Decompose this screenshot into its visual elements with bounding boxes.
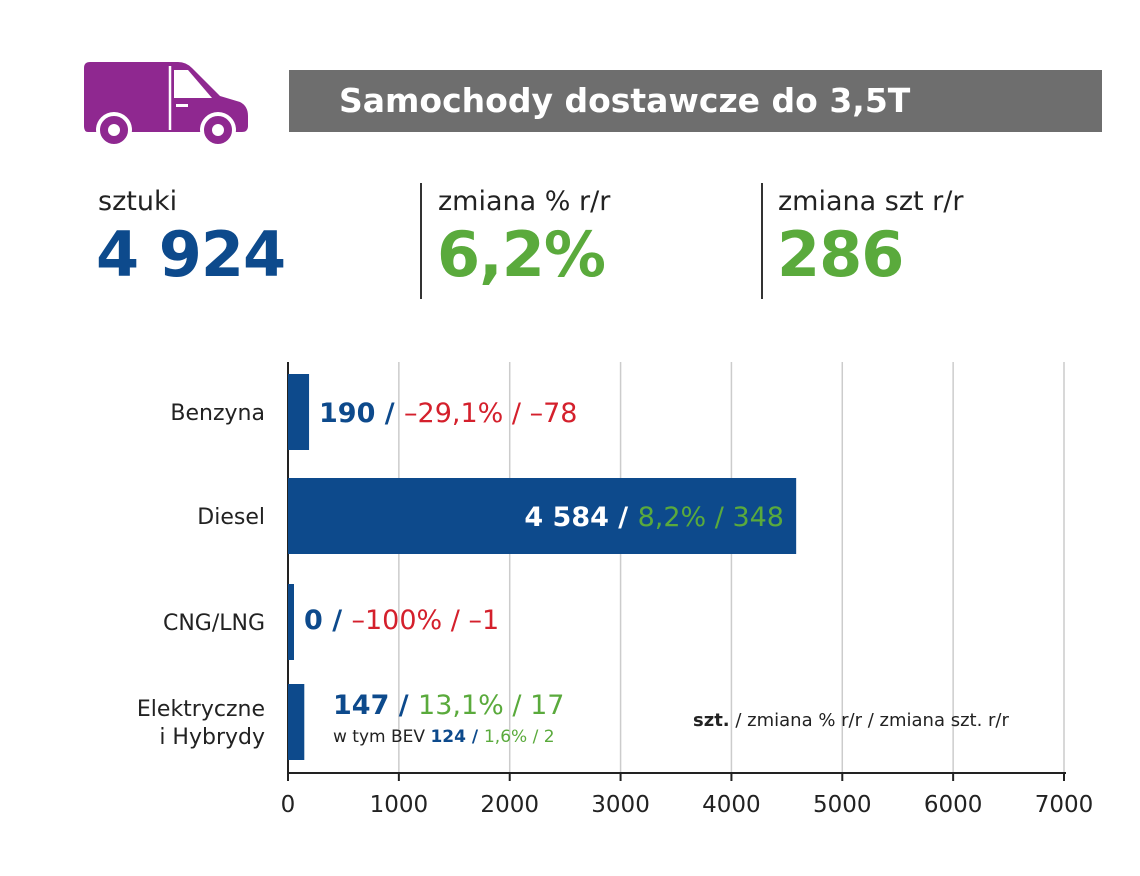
data-label-value: 0 [304, 605, 323, 636]
data-label-separator: / [322, 605, 352, 636]
data-label-separator: / [503, 398, 530, 429]
data-label-pct: 8,2% [637, 502, 707, 533]
data-label-separator: / [389, 690, 419, 721]
category-label: Benzyna [170, 400, 265, 428]
change-pct-label: zmiana % r/r [438, 186, 611, 217]
x-tick-label: 6000 [923, 792, 983, 818]
bar-cng-lng [288, 584, 294, 660]
units-value: 4 924 [96, 218, 286, 291]
category-label: CNG/LNG [163, 610, 265, 638]
data-label: 147 / 13,1% / 17 [333, 690, 564, 722]
change-units-label: zmiana szt r/r [778, 186, 964, 217]
data-label-separator: / [442, 605, 469, 636]
divider [761, 183, 763, 299]
x-tick-label: 3000 [591, 792, 650, 818]
change-units-value: 286 [777, 218, 904, 291]
data-label-pct: 13,1% [418, 690, 504, 721]
category-label-line: Benzyna [170, 401, 265, 426]
data-label-diff: 348 [732, 502, 784, 533]
data-label-value: 147 [333, 690, 390, 721]
data-label-diff: –1 [468, 605, 500, 636]
van-icon [84, 62, 248, 148]
data-label-separator: / [608, 502, 638, 533]
divider [420, 183, 422, 299]
data-label: 0 / –100% / –1 [304, 605, 499, 637]
bev-value: 124 [430, 727, 466, 747]
bev-separator: / [465, 727, 484, 747]
x-tick-label: 4000 [702, 792, 761, 818]
data-label-diff: –78 [529, 398, 578, 429]
category-label-line: Diesel [197, 505, 265, 530]
bev-separator: / [527, 727, 544, 747]
data-label: 4 584 / 8,2% / 348 [524, 502, 784, 534]
x-tick-label: 5000 [813, 792, 872, 818]
data-label-pct: –100% [351, 605, 443, 636]
data-label: 190 / –29,1% / –78 [319, 398, 577, 430]
legend-rest: / zmiana % r/r / zmiana szt. r/r [729, 710, 1009, 731]
change-pct-value: 6,2% [437, 218, 606, 291]
legend-units: szt. [693, 710, 730, 731]
data-label-separator: / [375, 398, 405, 429]
data-label-separator: / [706, 502, 733, 533]
x-tick-label: 7000 [1034, 792, 1094, 818]
category-label: Elektryczne i Hybrydy [137, 696, 265, 752]
data-label-pct: –29,1% [404, 398, 504, 429]
data-label-value: 4 584 [524, 502, 609, 533]
category-label: Diesel [197, 504, 265, 532]
category-label-line: i Hybrydy [159, 725, 265, 750]
bev-diff: 2 [543, 727, 555, 747]
page-title: Samochody dostawcze do 3,5T [289, 70, 1102, 132]
category-label-line: Elektryczne [136, 697, 265, 722]
data-label-diff: 17 [530, 690, 565, 721]
x-tick-label: 1000 [369, 792, 429, 818]
bar-benzyna [288, 374, 310, 450]
bev-pct: 1,6% [483, 727, 528, 747]
data-label-value: 190 [319, 398, 376, 429]
x-tick-label: 0 [280, 792, 296, 818]
data-label-separator: / [503, 690, 531, 721]
x-tick-label: 2000 [480, 792, 539, 818]
category-label-line: CNG/LNG [162, 611, 265, 636]
units-label: sztuki [98, 186, 178, 217]
bev-prefix: w tym BEV [333, 727, 431, 747]
bev-sub-label: w tym BEV 124 / 1,6% / 2 [333, 727, 555, 747]
chart-legend: szt. / zmiana % r/r / zmiana szt. r/r [693, 710, 1009, 731]
bar-elektryczne-i-hybrydy [288, 684, 305, 760]
bar-diesel [288, 478, 797, 554]
